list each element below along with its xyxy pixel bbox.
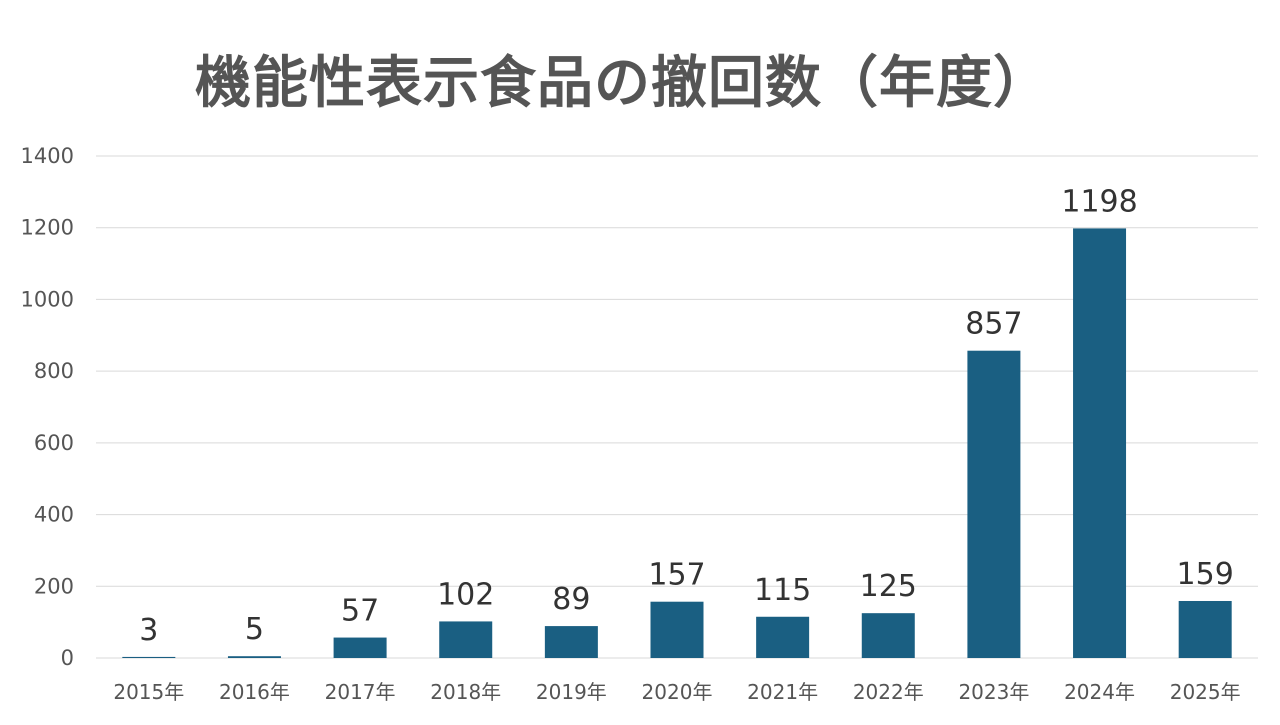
y-tick-label: 600 [34, 431, 74, 455]
bar [1073, 228, 1127, 658]
y-tick-label: 400 [34, 503, 74, 527]
data-label: 115 [754, 573, 811, 608]
x-tick-label: 2020年 [642, 680, 713, 704]
x-tick-label: 2023年 [958, 680, 1029, 704]
bar [544, 626, 598, 658]
bar [861, 613, 915, 658]
bar [227, 656, 281, 658]
y-tick-label: 800 [34, 359, 74, 383]
x-tick-label: 2024年 [1064, 680, 1135, 704]
bar [650, 601, 704, 658]
y-tick-label: 1200 [21, 216, 74, 240]
x-tick-label: 2017年 [325, 680, 396, 704]
x-tick-label: 2021年 [747, 680, 818, 704]
bar [1178, 600, 1232, 658]
y-tick-label: 1000 [21, 287, 74, 311]
bar [122, 656, 176, 658]
data-label: 857 [965, 307, 1022, 342]
data-label: 125 [860, 569, 917, 604]
x-tick-label: 2022年 [853, 680, 924, 704]
y-tick-label: 0 [61, 646, 74, 670]
data-label: 3 [139, 613, 158, 648]
data-label: 5 [245, 612, 264, 647]
bar [756, 616, 810, 658]
y-tick-label: 200 [34, 574, 74, 598]
chart-title: 機能性表示食品の撤回数（年度） [195, 51, 1050, 116]
bar [439, 621, 493, 658]
data-label: 157 [648, 558, 705, 593]
x-tick-label: 2018年 [430, 680, 501, 704]
x-tick-label: 2016年 [219, 680, 290, 704]
data-label: 159 [1177, 557, 1234, 592]
data-label: 1198 [1061, 184, 1137, 219]
data-label: 89 [552, 582, 590, 617]
y-tick-label: 1400 [21, 144, 74, 168]
data-label: 102 [437, 577, 494, 612]
x-tick-label: 2025年 [1170, 680, 1241, 704]
data-label: 57 [341, 594, 379, 629]
bar [967, 350, 1021, 658]
x-tick-label: 2019年 [536, 680, 607, 704]
x-tick-label: 2015年 [113, 680, 184, 704]
bar [333, 637, 387, 658]
